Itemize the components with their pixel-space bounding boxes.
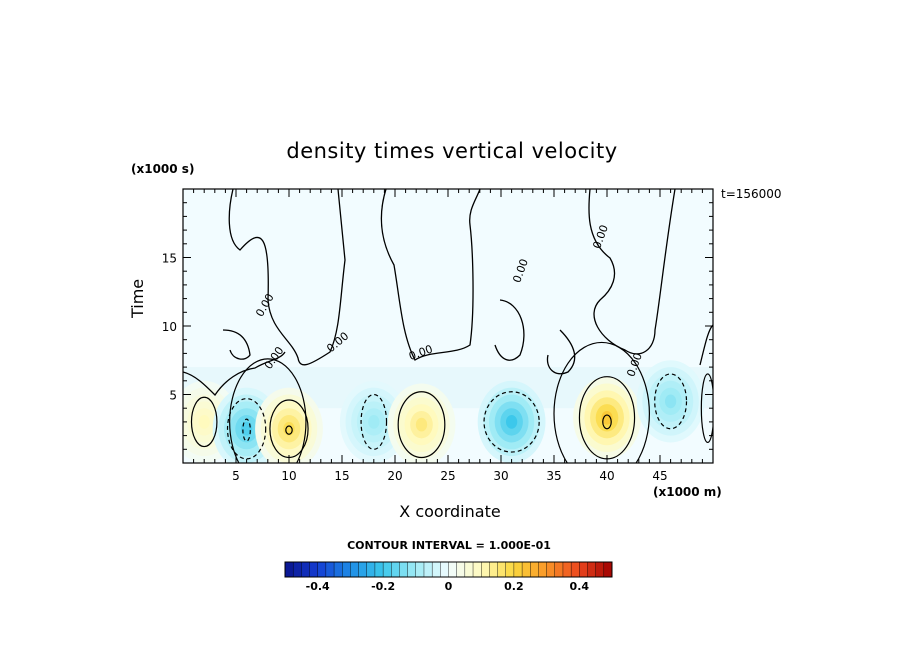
colorbar-cell <box>472 561 482 578</box>
colorbar-cell <box>513 561 523 578</box>
colorbar-cell <box>587 561 597 578</box>
x-tick-label: 40 <box>599 469 614 483</box>
colorbar-cell <box>431 561 441 578</box>
colorbar: -0.4 -0.2 0 0.2 0.4 <box>284 561 613 593</box>
negative-contour <box>654 373 688 430</box>
x-tick-label: 45 <box>652 469 667 483</box>
y-tick-label: 10 <box>162 320 177 334</box>
y-tick-label: 5 <box>169 389 177 403</box>
positive-contour <box>602 414 612 430</box>
x-tick-label: 25 <box>440 469 455 483</box>
x-tick-label: 15 <box>334 469 349 483</box>
colorbar-frame <box>284 561 613 578</box>
colorbar-cell <box>415 561 425 578</box>
zero-contour <box>546 329 576 375</box>
colorbar-tick-label: 0.2 <box>504 580 524 593</box>
colorbar-tick-label: -0.2 <box>371 580 395 593</box>
x-axis-unit: (x1000 m) <box>653 485 722 499</box>
positive-contour <box>285 425 293 435</box>
positive-contour <box>700 373 713 444</box>
field-blob <box>283 421 295 436</box>
colorbar-cell <box>309 561 319 578</box>
x-axis-label: X coordinate <box>399 502 501 521</box>
colorbar-cell <box>481 561 490 578</box>
colorbar-cell <box>448 561 458 578</box>
colorbar-cell <box>554 561 564 578</box>
colorbar-cell <box>440 561 450 578</box>
colorbar-cell <box>489 561 499 578</box>
x-tick-label: 20 <box>387 469 402 483</box>
colorbar-cell <box>579 561 588 578</box>
positive-contour <box>553 341 650 463</box>
field-layer <box>183 189 713 463</box>
time-stamp: t=156000 <box>721 187 782 201</box>
field-blob <box>415 417 428 432</box>
negative-contour <box>360 393 388 450</box>
chart-title: density times vertical velocity <box>286 139 618 163</box>
colorbar-cell <box>399 561 409 578</box>
x-tick-label: 10 <box>281 469 296 483</box>
colorbar-cell <box>546 561 556 578</box>
colorbar-cell <box>292 561 302 578</box>
colorbar-cell <box>342 561 351 578</box>
negative-contour <box>483 391 540 453</box>
colorbar-cell <box>382 561 392 578</box>
positive-contour <box>190 396 218 448</box>
colorbar-tick-label: 0 <box>445 580 453 593</box>
colorbar-cell <box>464 561 474 578</box>
colorbar-cell <box>595 561 605 578</box>
field-blob <box>368 415 380 429</box>
colorbar-cell <box>317 561 327 578</box>
colorbar-cell <box>350 561 360 578</box>
field-blob <box>664 394 677 409</box>
x-tick-label: 5 <box>232 469 240 483</box>
zero-contour <box>380 189 481 361</box>
colorbar-cell <box>366 561 376 578</box>
negative-contour <box>226 398 267 460</box>
zero-contour <box>699 324 713 366</box>
x-tick-label: 30 <box>493 469 508 483</box>
field-blob <box>505 415 518 429</box>
colorbar-cell <box>538 561 548 578</box>
colorbar-cell <box>325 561 335 578</box>
colorbar-cell <box>284 561 294 578</box>
colorbar-tick-label: -0.4 <box>306 580 330 593</box>
field-blob <box>601 410 613 425</box>
positive-contour <box>397 391 446 459</box>
axes-layer: 5 10 15 20 25 30 35 40 45 5 10 15 <box>162 188 714 483</box>
negative-contour <box>242 418 251 442</box>
colorbar-cell <box>562 561 572 578</box>
y-tick-label: 15 <box>162 252 177 266</box>
colorbar-cell <box>374 561 384 578</box>
colorbar-tick-label: 0.4 <box>570 580 590 593</box>
zero-contour <box>494 299 525 361</box>
zero-contour <box>588 189 676 355</box>
y-axis-unit: (x1000 s) <box>131 162 195 176</box>
colorbar-cell <box>570 561 580 578</box>
contour-interval-label: CONTOUR INTERVAL = 1.000E-01 <box>347 539 551 552</box>
colorbar-cell <box>505 561 515 578</box>
x-tick-label: 35 <box>546 469 561 483</box>
colorbar-cell <box>333 561 343 578</box>
zero-contour <box>222 329 251 360</box>
colorbar-cell <box>391 561 400 578</box>
colorbar-cell <box>423 561 433 578</box>
colorbar-cell <box>603 561 613 578</box>
colorbar-cell <box>530 561 539 578</box>
colorbar-cell <box>521 561 531 578</box>
zero-contour <box>228 189 346 366</box>
colorbar-cell <box>497 561 507 578</box>
colorbar-cell <box>301 561 311 578</box>
colorbar-cell <box>407 561 417 578</box>
colorbar-cell <box>456 561 466 578</box>
positive-contour <box>229 358 307 463</box>
colorbar-cell <box>358 561 368 578</box>
field-blob <box>198 415 210 429</box>
